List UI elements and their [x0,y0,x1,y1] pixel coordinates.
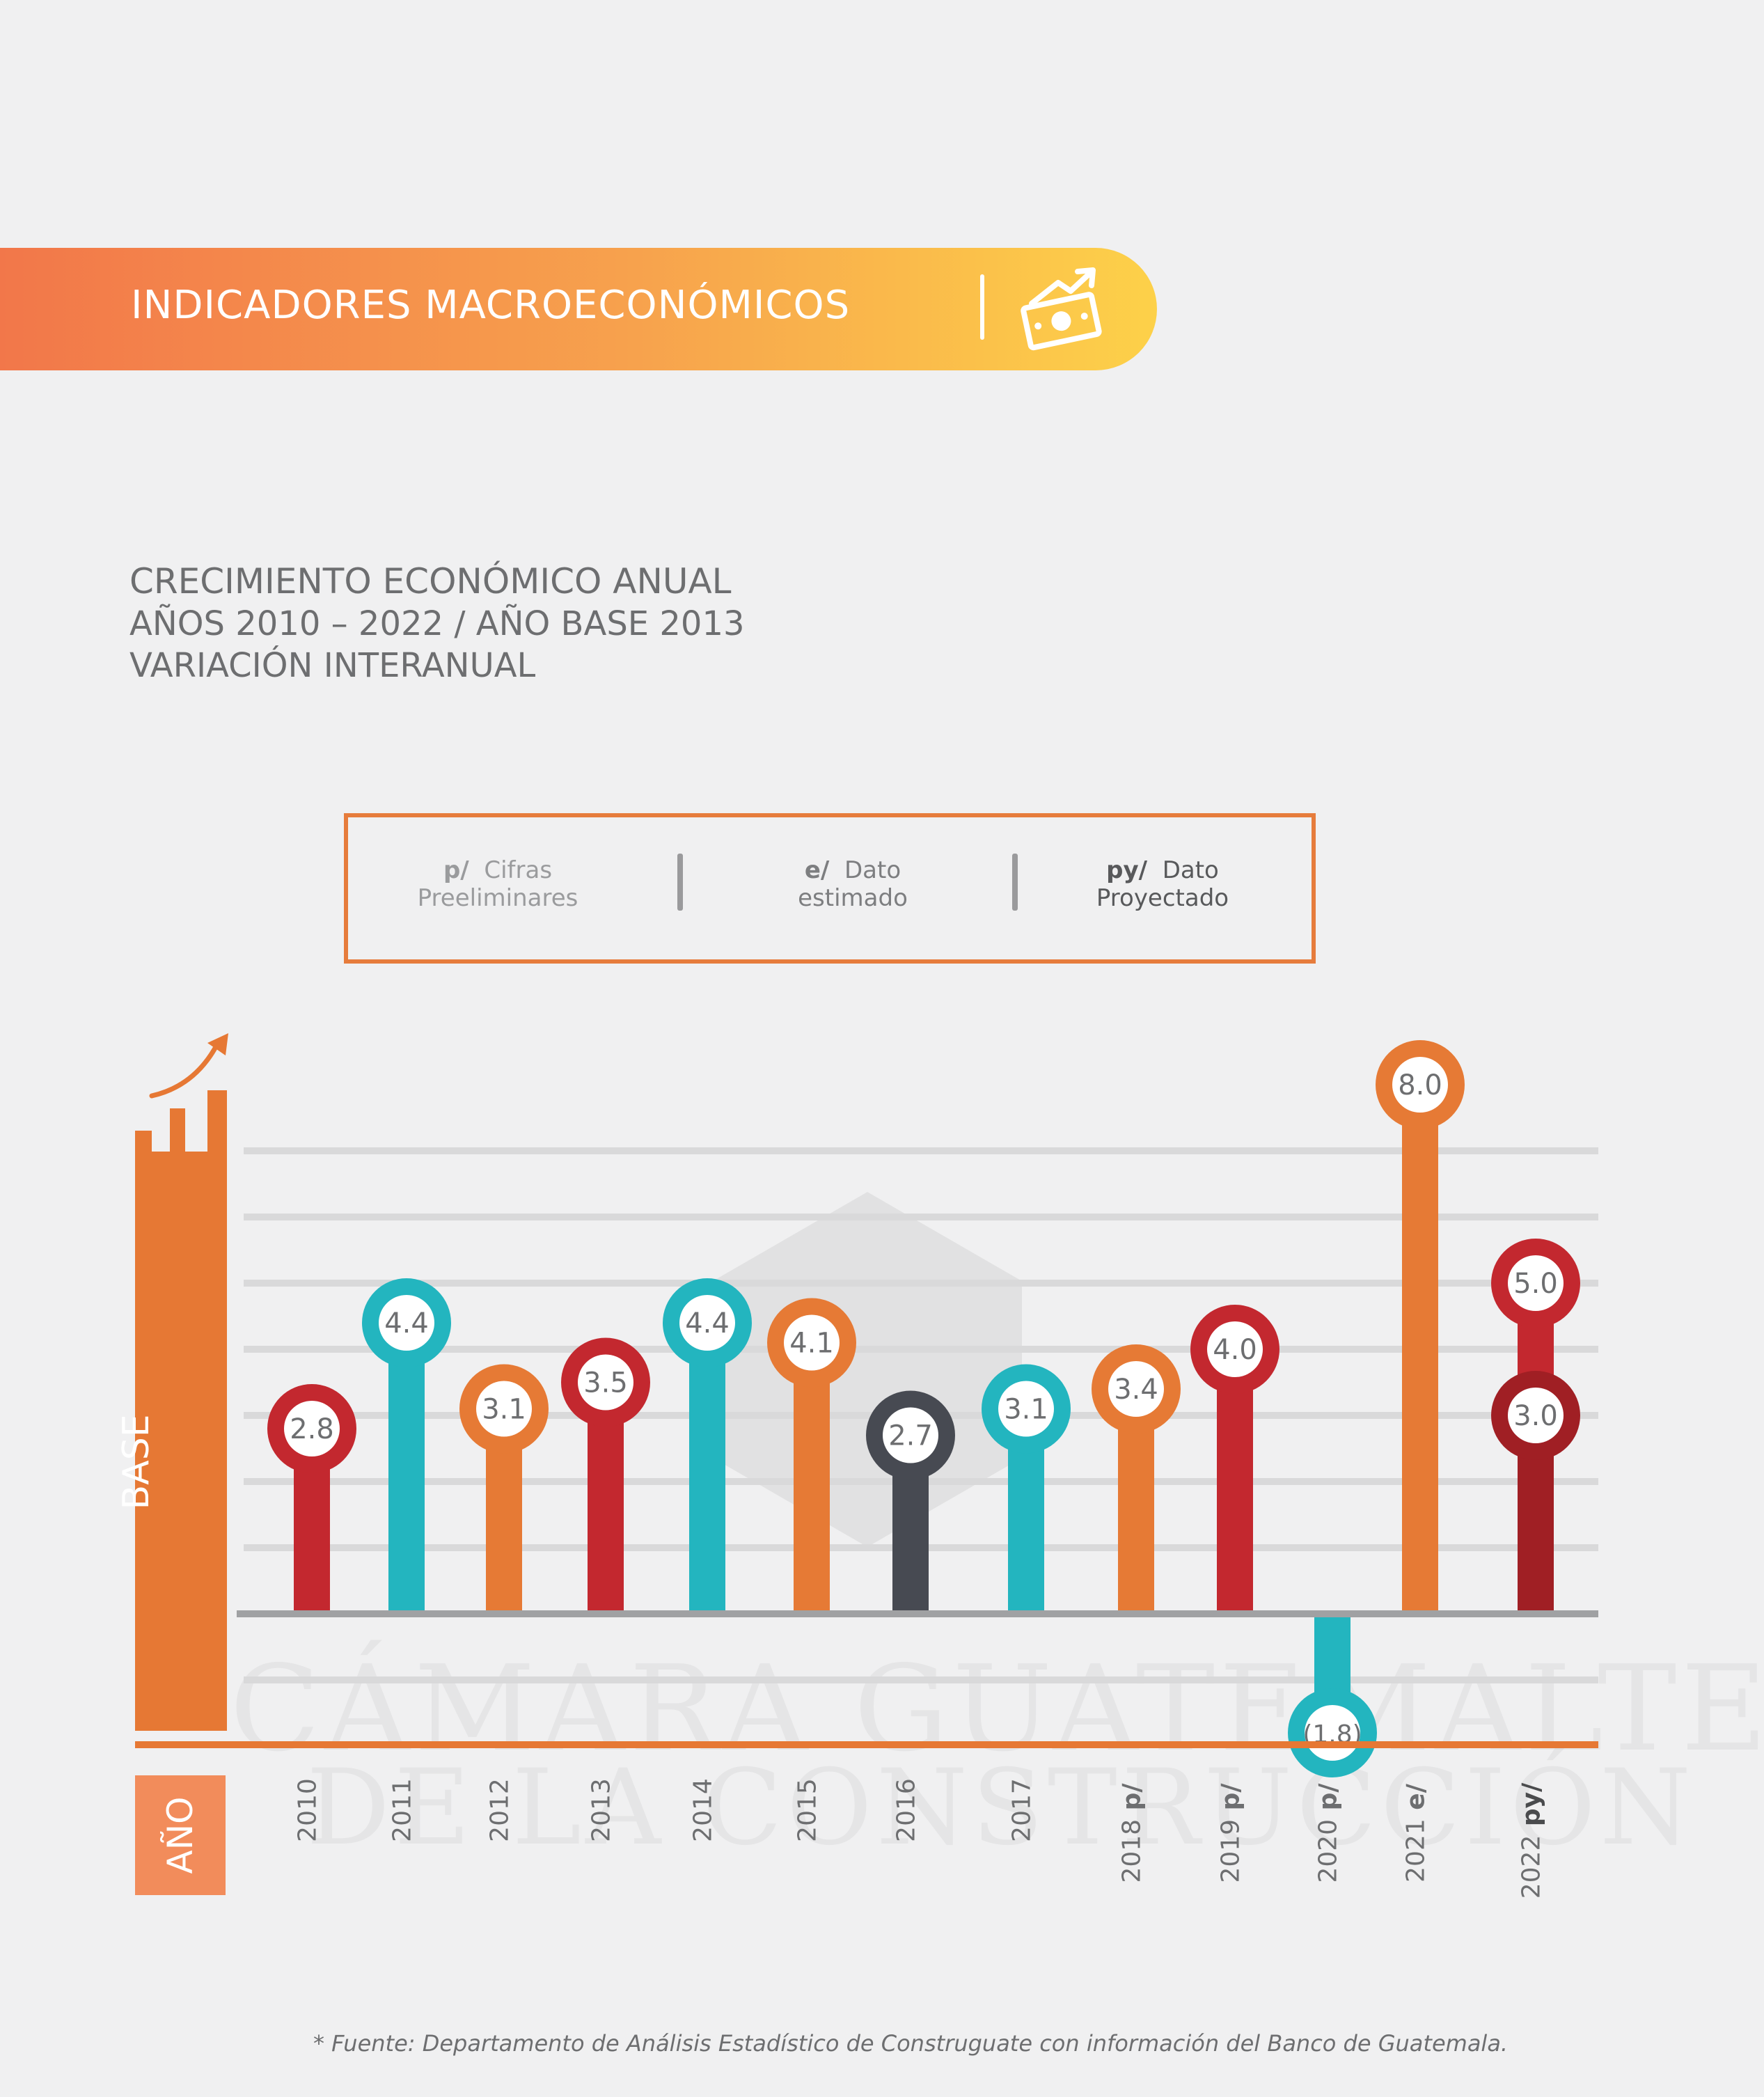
data-label: 4.0 [1213,1334,1257,1366]
growth-chart: 2.84.43.13.54.44.12.73.13.44.0(1.8)8.05.… [135,1033,1598,1777]
year-label-2020: 2020 p/ [1314,1783,1343,1883]
legend-text: Dato [1162,856,1219,884]
point-2018-center [1108,1361,1164,1417]
base-bar [135,1090,227,1731]
legend-text: Proyectado [1096,884,1229,912]
page-title: INDICADORES MACROECONÓMICOS [131,283,851,328]
source-footnote: * Fuente: Departamento de Análisis Estad… [313,2030,1509,2057]
bar-2015 [794,1342,830,1614]
legend-text: Dato [844,856,901,884]
legend-code: p/ [443,856,469,884]
legend-separator [677,854,683,911]
year-label-2021: 2021 e/ [1401,1784,1431,1883]
point-2021-center [1392,1057,1448,1113]
legend-text: Cifras [484,856,553,884]
point-2022-secondary-center [1508,1388,1564,1443]
bar-2021 [1402,1085,1438,1614]
point-2010-center [284,1401,340,1456]
data-label: 3.5 [583,1367,628,1399]
point-2012-center [476,1381,532,1437]
point-2022-center [1508,1255,1564,1311]
growth-arrow-icon [149,1033,228,1099]
year-label-2022: 2022 py/ [1517,1782,1546,1899]
base-axis-label: BASE [116,1414,157,1510]
legend-item-preliminary: p/ Cifras Preeliminares [362,856,633,912]
data-label: 3.1 [482,1394,526,1426]
point-2011-center [379,1295,434,1351]
point-2014-center [679,1295,735,1351]
point-2015-center [784,1314,840,1371]
year-label-2017: 2017 [1007,1778,1037,1842]
data-label: 3.4 [1114,1374,1158,1406]
year-label-2011: 2011 [388,1778,417,1842]
year-label-2014: 2014 [688,1778,718,1842]
data-label: 4.1 [789,1328,834,1360]
data-label: 2.7 [888,1420,933,1452]
bar-2014 [689,1323,725,1614]
watermark-logo-icon [713,1192,1022,1547]
data-label: 8.0 [1398,1069,1442,1101]
legend-box [344,813,1316,964]
data-label: 5.0 [1513,1268,1558,1300]
year-label-2012: 2012 [485,1778,514,1842]
data-label: 4.4 [384,1307,429,1340]
data-label: 3.1 [1004,1394,1048,1426]
chart-title: CRECIMIENTO ECONÓMICO ANUAL [129,561,732,602]
year-label-2018: 2018 p/ [1117,1783,1147,1883]
year-label-2019: 2019 p/ [1216,1783,1245,1883]
year-label-2016: 2016 [892,1778,921,1842]
money-growth-icon [1021,267,1102,351]
data-label: 3.0 [1513,1400,1558,1432]
watermark-line1: CÁMARA GUATEMALTECA [230,1640,1764,1778]
legend-item-projected: py/ Dato Proyectado [1030,856,1295,912]
legend-text: Preeliminares [417,884,578,912]
year-label-2013: 2013 [587,1778,616,1842]
legend-code: py/ [1106,856,1148,884]
legend-separator [1012,854,1018,911]
point-2016-center [883,1407,938,1463]
year-axis-label: AÑO [160,1796,200,1874]
point-2017-center [998,1381,1054,1437]
legend-text: estimado [798,884,908,912]
point-2019-center [1207,1321,1263,1377]
legend-code: e/ [804,856,830,884]
watermark-line2: DE LA CONSTRUCCIÓN [306,1748,1695,1869]
header-banner [0,248,1157,370]
data-label: 2.8 [290,1413,334,1445]
point-2013-center [578,1354,633,1411]
header-divider [980,274,984,340]
legend-item-estimated: e/ Dato estimado [717,856,989,912]
year-axis-box [135,1775,226,1895]
data-label: 4.4 [685,1307,730,1340]
year-label-2010: 2010 [293,1778,322,1842]
year-label-2015: 2015 [793,1778,822,1842]
chart-subtitle-years: AÑOS 2010 – 2022 / AÑO BASE 2013 [129,604,745,643]
bar-2011 [388,1323,425,1614]
chart-subtitle-variation: VARIACIÓN INTERANUAL [129,646,536,685]
